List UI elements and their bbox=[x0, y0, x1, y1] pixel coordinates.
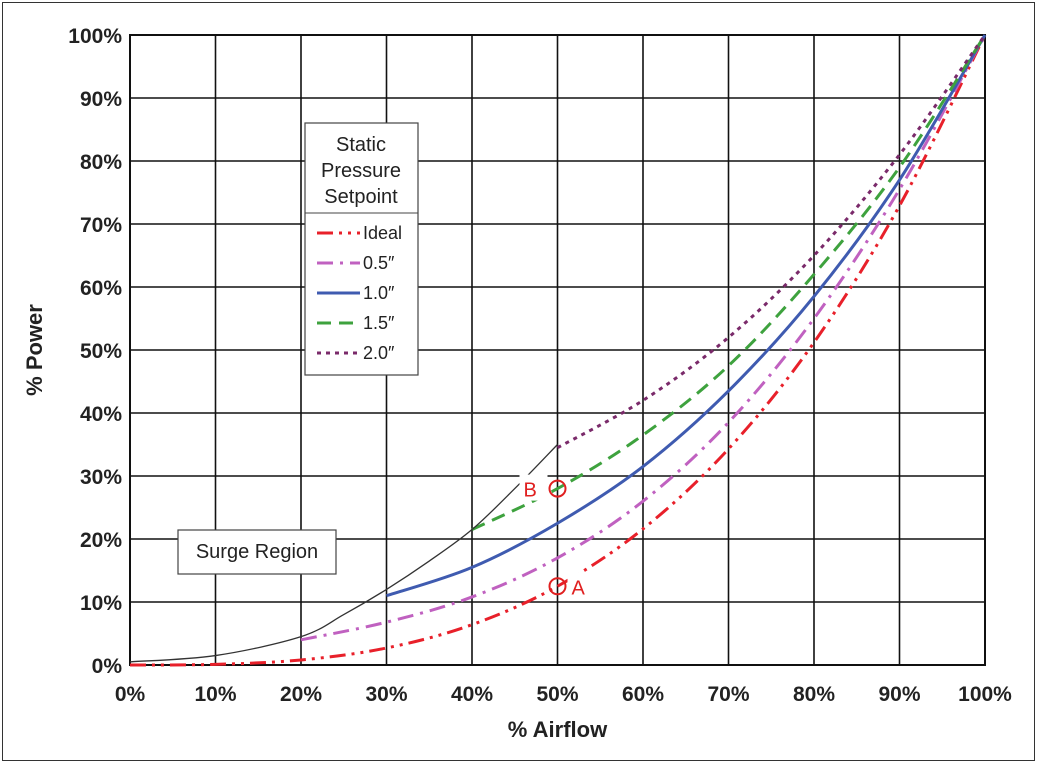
point-label-b: B bbox=[524, 480, 537, 502]
x-tick-label: 70% bbox=[707, 683, 749, 706]
point-label-a: A bbox=[572, 577, 586, 599]
series-line-0-5- bbox=[300, 34, 987, 642]
series-lines bbox=[129, 34, 987, 667]
grid bbox=[129, 34, 986, 666]
legend-item-label: 2.0″ bbox=[363, 343, 395, 363]
x-tick-label: 30% bbox=[365, 683, 407, 706]
x-tick-label: 60% bbox=[622, 683, 664, 706]
x-tick-label: 20% bbox=[280, 683, 322, 706]
y-tick-label: 0% bbox=[92, 655, 123, 678]
series-line-2-0- bbox=[556, 34, 987, 449]
x-tick-label: 0% bbox=[115, 683, 146, 706]
y-tick-label: 60% bbox=[80, 277, 122, 300]
y-tick-label: 80% bbox=[80, 151, 122, 174]
y-tick-label: 90% bbox=[80, 88, 122, 111]
point-marker-b bbox=[548, 479, 567, 498]
series-line-ideal bbox=[129, 34, 987, 667]
legend: Static Pressure Setpoint Ideal 0.5″ 1.0″ 1.… bbox=[304, 122, 419, 376]
y-tick-label: 70% bbox=[80, 214, 122, 237]
surge-region-box: Surge Region bbox=[177, 529, 337, 575]
series-line-1-0- bbox=[386, 34, 987, 598]
annotation-backdrop bbox=[519, 474, 548, 501]
legend-box bbox=[304, 122, 419, 376]
legend-title-line-2: Pressure bbox=[321, 160, 401, 182]
x-axis-label: % Airflow bbox=[508, 717, 608, 742]
annotation-backdrop bbox=[567, 572, 596, 599]
y-tick-label: 30% bbox=[80, 466, 122, 489]
point-marker-a bbox=[548, 577, 567, 596]
legend-items: Ideal 0.5″ 1.0″ 1.5″ 2.0″ bbox=[317, 223, 402, 363]
legend-item-label: 0.5″ bbox=[363, 253, 395, 273]
legend-item-label: 1.0″ bbox=[363, 283, 395, 303]
y-tick-label: 40% bbox=[80, 403, 122, 426]
y-tick-label: 50% bbox=[80, 340, 122, 363]
x-tick-label: 80% bbox=[793, 683, 835, 706]
x-tick-label: 10% bbox=[194, 683, 236, 706]
surge-region-border bbox=[177, 529, 337, 575]
y-tick-label: 100% bbox=[68, 25, 122, 48]
x-tick-label: 40% bbox=[451, 683, 493, 706]
y-tick-label: 20% bbox=[80, 529, 122, 552]
series-line-1-5- bbox=[471, 34, 987, 531]
series-line-surge-boundary bbox=[129, 444, 558, 663]
x-tick-label: 100% bbox=[958, 683, 1012, 706]
surge-region-label: Surge Region bbox=[196, 541, 318, 563]
legend-item-label: 1.5″ bbox=[363, 313, 395, 333]
legend-item-label: Ideal bbox=[363, 223, 402, 243]
legend-title-line-1: Static bbox=[336, 134, 386, 156]
legend-title-line-3: Setpoint bbox=[324, 186, 398, 208]
annotations: AB bbox=[519, 474, 596, 599]
x-tick-labels: 0% 10% 20% 30% 40% 50% 60% 70% 80% 90% 100% bbox=[115, 683, 1012, 706]
x-tick-label: 50% bbox=[536, 683, 578, 706]
x-tick-label: 90% bbox=[878, 683, 920, 706]
y-tick-label: 10% bbox=[80, 592, 122, 615]
y-tick-labels: 0% 10% 20% 30% 40% 50% 60% 70% 80% 90% 100% bbox=[68, 25, 122, 678]
y-axis-label: % Power bbox=[22, 304, 47, 396]
